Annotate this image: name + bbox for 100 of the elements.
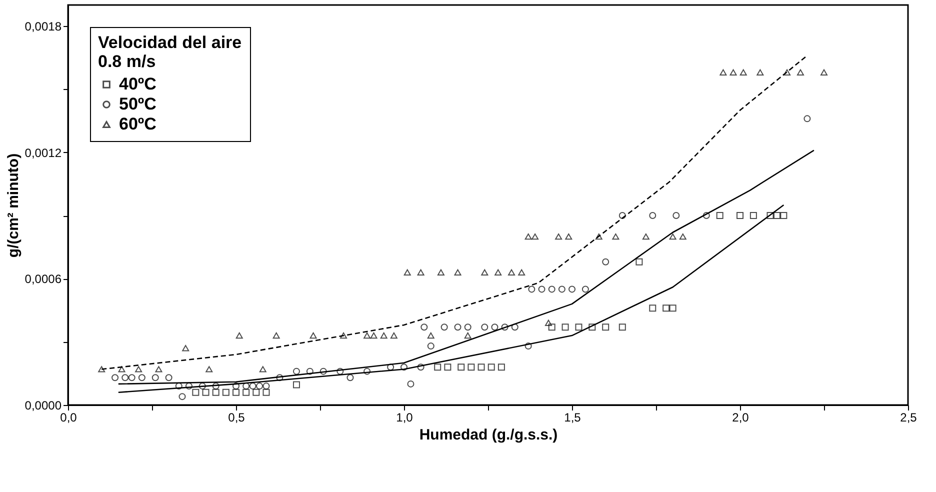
point <box>565 233 572 240</box>
point <box>804 115 811 122</box>
point <box>642 233 650 240</box>
point <box>730 69 737 76</box>
point <box>236 332 243 339</box>
legend-title: Velocidad del aire 0.8 m/s <box>98 33 242 71</box>
point <box>649 304 656 312</box>
point <box>780 212 788 220</box>
y-tick-label: 0,0012 <box>24 146 62 160</box>
point <box>364 332 371 339</box>
point <box>232 388 240 396</box>
point <box>420 324 428 331</box>
legend-label: 40ºC <box>119 74 156 94</box>
point <box>562 324 569 331</box>
point <box>437 269 444 276</box>
point <box>595 233 602 240</box>
point <box>155 366 162 372</box>
point <box>488 364 495 371</box>
point <box>740 69 747 76</box>
point <box>320 368 327 375</box>
legend-label: 50ºC <box>119 94 156 114</box>
point <box>468 364 475 371</box>
point <box>387 364 394 371</box>
point <box>511 324 518 331</box>
point <box>518 269 526 276</box>
point <box>165 374 172 382</box>
x-axis-title: Humedad (g./g.s.s.) <box>419 426 558 444</box>
point <box>716 212 724 220</box>
point <box>212 382 220 390</box>
point <box>649 212 656 220</box>
point <box>206 366 213 372</box>
point <box>417 269 424 276</box>
point <box>618 212 626 220</box>
point <box>575 324 582 331</box>
point <box>669 233 676 240</box>
point <box>118 366 126 372</box>
point <box>380 332 388 339</box>
x-tick-label: 2,5 <box>900 410 918 424</box>
point <box>152 374 159 382</box>
point <box>464 324 472 331</box>
point <box>582 286 589 293</box>
y-tick-label: 0,0006 <box>24 272 62 286</box>
point <box>400 364 408 371</box>
point <box>434 364 442 371</box>
point <box>292 368 300 375</box>
point <box>178 393 186 400</box>
point <box>618 324 626 331</box>
point <box>454 324 462 331</box>
point <box>784 69 791 76</box>
point <box>773 212 780 220</box>
point <box>481 324 488 331</box>
point <box>820 69 828 76</box>
point <box>138 374 146 382</box>
point <box>272 332 280 339</box>
y-tick-label: 0,0000 <box>24 398 62 412</box>
point <box>544 320 552 326</box>
point <box>112 374 119 382</box>
point <box>427 342 434 350</box>
point <box>508 269 516 276</box>
point <box>212 388 220 396</box>
point <box>766 212 774 220</box>
point <box>558 286 566 293</box>
point <box>242 382 250 390</box>
point <box>498 364 505 371</box>
point <box>242 388 250 396</box>
point <box>407 380 414 388</box>
point <box>262 382 270 390</box>
point <box>346 374 354 382</box>
point <box>306 368 314 375</box>
point <box>796 69 804 76</box>
point <box>404 269 411 276</box>
point <box>612 233 620 240</box>
point <box>532 233 539 240</box>
point <box>702 212 710 220</box>
point <box>636 258 643 266</box>
point <box>182 345 190 352</box>
point <box>222 388 230 396</box>
point <box>602 258 610 266</box>
point <box>232 382 240 390</box>
point <box>198 382 206 390</box>
point <box>548 324 556 331</box>
point <box>340 332 348 339</box>
point <box>669 304 676 312</box>
point <box>259 366 266 372</box>
point <box>98 366 106 372</box>
point <box>185 382 192 390</box>
point <box>662 304 670 312</box>
point <box>256 382 264 390</box>
point <box>427 332 434 339</box>
point <box>464 332 472 339</box>
point <box>736 212 744 220</box>
point <box>249 382 256 390</box>
point <box>750 212 757 220</box>
point <box>440 324 448 331</box>
point <box>192 388 200 396</box>
x-tick-label: 2,0 <box>732 410 750 424</box>
point <box>602 324 610 331</box>
point <box>720 69 727 76</box>
point <box>524 342 532 350</box>
point <box>364 368 371 375</box>
